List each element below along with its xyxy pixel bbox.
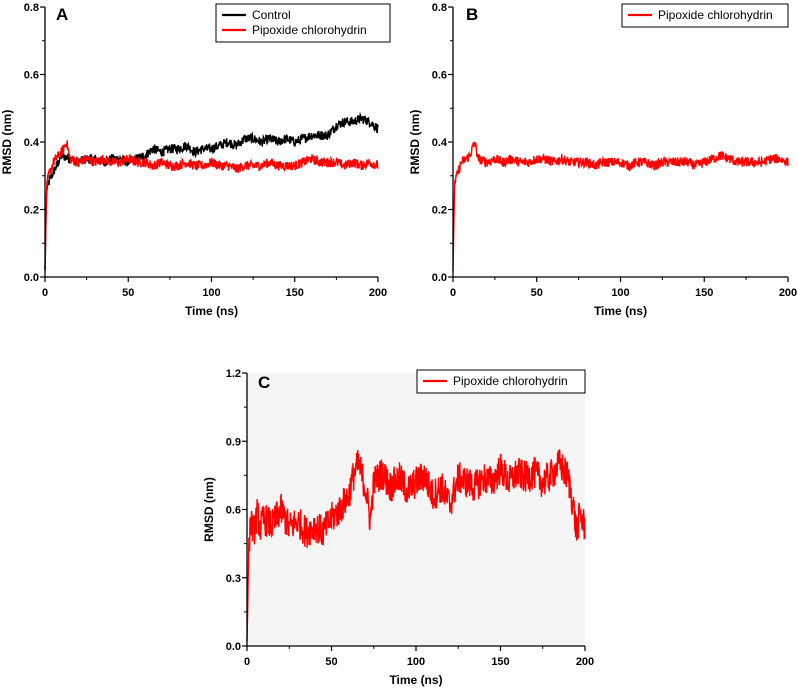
x-tick-label: 150 xyxy=(695,287,713,299)
x-tick-label: 0 xyxy=(244,656,250,668)
legend-box xyxy=(416,369,586,394)
legend-box xyxy=(215,3,391,43)
panel-label: A xyxy=(56,5,68,24)
y-tick-label: 0.2 xyxy=(24,205,39,217)
plot-area xyxy=(45,7,378,277)
x-tick-label: 100 xyxy=(611,287,629,299)
y-tick-label: 1.2 xyxy=(226,368,241,380)
x-tick-label: 0 xyxy=(42,287,48,299)
legend-entry: Pipoxide chlorohydrin xyxy=(658,8,773,22)
x-axis-label: Time (ns) xyxy=(594,304,647,318)
y-tick-label: 0.0 xyxy=(24,272,39,284)
y-tick-label: 0.8 xyxy=(24,2,39,14)
y-tick-label: 0.6 xyxy=(24,70,39,82)
legend-entry: Control xyxy=(252,8,291,22)
x-tick-label: 50 xyxy=(325,656,337,668)
panel-label: B xyxy=(466,5,478,24)
panel-label: C xyxy=(258,373,270,392)
legend-entry: Pipoxide chlorohydrin xyxy=(453,374,568,388)
x-tick-label: 200 xyxy=(779,287,797,299)
series-line-pipoxide-chlorohydrin xyxy=(452,141,789,271)
chart-panel-b: 0 50 100 150 200 0.0 0.2 0.4 0.6 0.8 Time (ns) RMSD… xyxy=(408,2,797,318)
chart-panel-a: 0 50 100 150 200 0.0 0.2 0.4 0.6 0.8 Time (ns) RMSD… xyxy=(0,2,391,318)
x-tick-label: 150 xyxy=(491,656,509,668)
x-axis-label: Time (ns) xyxy=(389,673,442,687)
y-tick-label: 0.4 xyxy=(24,137,40,149)
y-axis-label: RMSD (nm) xyxy=(202,477,216,542)
x-axis-label: Time (ns) xyxy=(185,304,238,318)
legend: Pipoxide chlorohydrin xyxy=(621,3,789,28)
y-axis-label: RMSD (nm) xyxy=(408,110,422,175)
y-tick-label: 0.0 xyxy=(432,272,447,284)
x-tick-label: 150 xyxy=(286,287,304,299)
series-line-pipoxide-chlorohydrin xyxy=(246,449,586,642)
x-tick-label: 50 xyxy=(531,287,543,299)
legend: Pipoxide chlorohydrin xyxy=(416,369,586,394)
x-tick-label: 0 xyxy=(450,287,456,299)
plot-area xyxy=(453,7,788,277)
legend-entry: Pipoxide chlorohydrin xyxy=(252,23,367,37)
series-line-pipoxide-chlorohydrin xyxy=(44,140,379,271)
plot-area xyxy=(247,373,585,646)
legend-box xyxy=(621,3,789,28)
y-tick-label: 0.8 xyxy=(432,2,447,14)
x-tick-label: 200 xyxy=(369,287,387,299)
y-axis-label: RMSD (nm) xyxy=(0,110,14,175)
y-tick-label: 0.3 xyxy=(226,573,241,585)
y-tick-label: 0.2 xyxy=(432,205,447,217)
x-tick-label: 50 xyxy=(122,287,134,299)
y-tick-label: 0.9 xyxy=(226,436,241,448)
x-tick-label: 100 xyxy=(202,287,220,299)
y-tick-label: 0.0 xyxy=(226,641,241,653)
y-tick-label: 0.6 xyxy=(432,70,447,82)
y-tick-label: 0.6 xyxy=(226,505,241,517)
chart-panel-c: 0 50 100 150 200 0.0 0.3 0.6 0.9 1.2 Time (ns) RMSD… xyxy=(202,368,594,687)
x-tick-label: 200 xyxy=(576,656,594,668)
x-tick-label: 100 xyxy=(407,656,425,668)
y-tick-label: 0.4 xyxy=(432,137,448,149)
